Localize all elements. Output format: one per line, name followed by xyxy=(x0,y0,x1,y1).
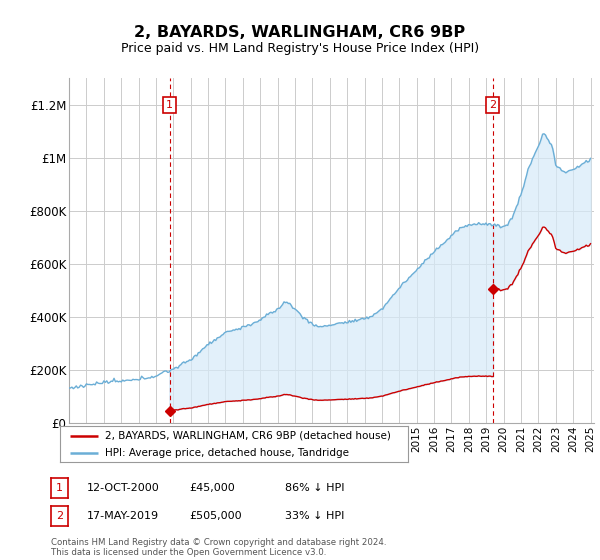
Text: Contains HM Land Registry data © Crown copyright and database right 2024.
This d: Contains HM Land Registry data © Crown c… xyxy=(51,538,386,557)
Text: 1: 1 xyxy=(56,483,63,493)
Text: 86% ↓ HPI: 86% ↓ HPI xyxy=(285,483,344,493)
Text: £505,000: £505,000 xyxy=(189,511,242,521)
Text: £45,000: £45,000 xyxy=(189,483,235,493)
Text: Price paid vs. HM Land Registry's House Price Index (HPI): Price paid vs. HM Land Registry's House … xyxy=(121,42,479,55)
Text: HPI: Average price, detached house, Tandridge: HPI: Average price, detached house, Tand… xyxy=(105,447,349,458)
Text: 2, BAYARDS, WARLINGHAM, CR6 9BP (detached house): 2, BAYARDS, WARLINGHAM, CR6 9BP (detache… xyxy=(105,431,391,441)
Text: 2, BAYARDS, WARLINGHAM, CR6 9BP: 2, BAYARDS, WARLINGHAM, CR6 9BP xyxy=(134,25,466,40)
Text: 33% ↓ HPI: 33% ↓ HPI xyxy=(285,511,344,521)
Text: 17-MAY-2019: 17-MAY-2019 xyxy=(87,511,159,521)
Text: 1: 1 xyxy=(166,100,173,110)
Text: 2: 2 xyxy=(56,511,63,521)
Text: 2: 2 xyxy=(489,100,496,110)
Text: 12-OCT-2000: 12-OCT-2000 xyxy=(87,483,160,493)
